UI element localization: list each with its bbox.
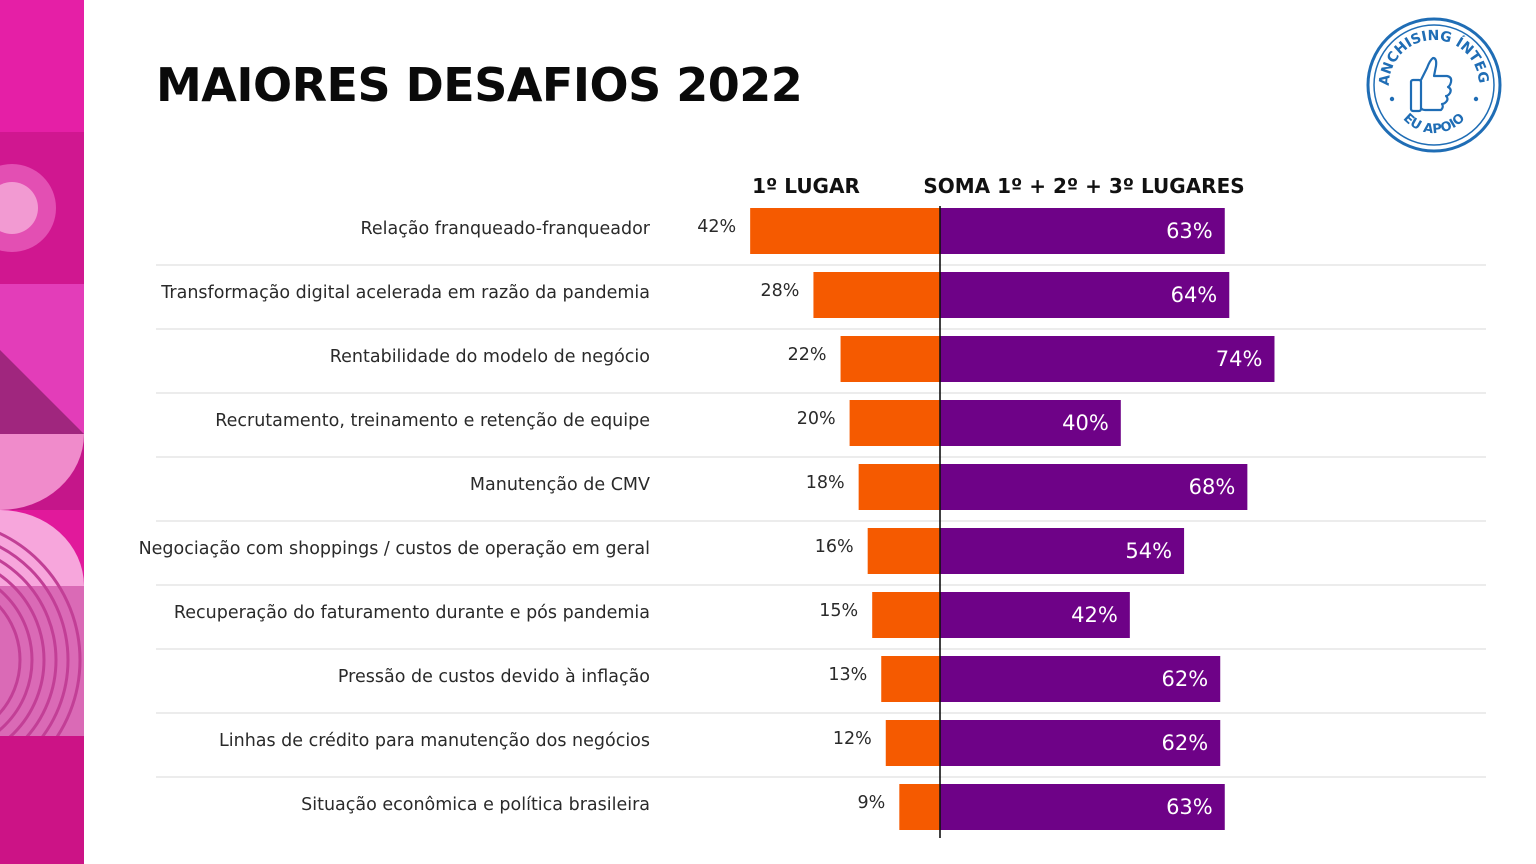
value-label-soma-lugares: 74%	[1216, 347, 1263, 371]
decorative-side-pattern	[0, 0, 84, 864]
category-label: Relação franqueado-franqueador	[360, 219, 650, 239]
bar-soma-lugares	[940, 656, 1221, 702]
value-label-1o-lugar: 16%	[815, 537, 854, 557]
bar-soma-lugares	[940, 400, 1121, 446]
bar-1o-lugar	[840, 336, 940, 382]
bar-soma-lugares	[940, 464, 1248, 510]
value-label-1o-lugar: 13%	[828, 665, 867, 685]
value-label-soma-lugares: 42%	[1071, 603, 1118, 627]
category-label: Negociação com shoppings / custos de ope…	[139, 539, 650, 559]
bar-1o-lugar	[858, 464, 940, 510]
value-label-1o-lugar: 42%	[697, 217, 736, 237]
bar-1o-lugar	[867, 528, 940, 574]
value-label-soma-lugares: 40%	[1062, 411, 1109, 435]
category-label: Recuperação do faturamento durante e pós…	[174, 603, 650, 623]
value-label-1o-lugar: 15%	[819, 601, 858, 621]
value-label-soma-lugares: 68%	[1189, 475, 1236, 499]
thumbs-up-icon	[1409, 56, 1453, 113]
franchising-integro-badge: FRANCHISING ÍNTEGRO EU APOIO	[1365, 16, 1502, 153]
category-label: Recrutamento, treinamento e retenção de …	[215, 411, 650, 431]
bar-soma-lugares	[940, 208, 1225, 254]
category-label: Linhas de crédito para manutenção dos ne…	[219, 731, 650, 751]
bar-soma-lugares	[940, 720, 1221, 766]
bar-1o-lugar	[899, 784, 940, 830]
bar-1o-lugar	[849, 400, 940, 446]
bar-1o-lugar	[813, 272, 940, 318]
bar-1o-lugar	[885, 720, 940, 766]
value-label-1o-lugar: 22%	[788, 345, 827, 365]
bar-1o-lugar	[872, 592, 940, 638]
header-soma-lugares: SOMA 1º + 2º + 3º LUGARES	[923, 174, 1244, 198]
value-label-1o-lugar: 9%	[858, 793, 886, 813]
value-label-1o-lugar: 18%	[806, 473, 845, 493]
value-label-soma-lugares: 62%	[1162, 731, 1209, 755]
bar-soma-lugares	[940, 528, 1185, 574]
value-label-soma-lugares: 64%	[1171, 283, 1218, 307]
value-label-1o-lugar: 20%	[797, 409, 836, 429]
category-label: Rentabilidade do modelo de negócio	[330, 347, 650, 367]
value-label-soma-lugares: 63%	[1166, 219, 1213, 243]
bar-soma-lugares	[940, 784, 1225, 830]
header-1o-lugar: 1º LUGAR	[752, 174, 860, 198]
page-title: MAIORES DESAFIOS 2022	[156, 58, 803, 112]
bar-soma-lugares	[940, 592, 1130, 638]
category-label: Situação econômica e política brasileira	[301, 795, 650, 815]
category-label: Manutenção de CMV	[470, 475, 650, 495]
bar-soma-lugares	[940, 336, 1275, 382]
category-label: Transformação digital acelerada em razão…	[160, 283, 650, 303]
bar-1o-lugar	[881, 656, 940, 702]
value-label-soma-lugares: 62%	[1162, 667, 1209, 691]
bar-soma-lugares	[940, 272, 1230, 318]
value-label-soma-lugares: 63%	[1166, 795, 1213, 819]
value-label-1o-lugar: 28%	[761, 281, 800, 301]
bar-1o-lugar	[750, 208, 940, 254]
value-label-1o-lugar: 12%	[833, 729, 872, 749]
value-label-soma-lugares: 54%	[1125, 539, 1172, 563]
category-label: Pressão de custos devido à inflação	[338, 667, 650, 687]
